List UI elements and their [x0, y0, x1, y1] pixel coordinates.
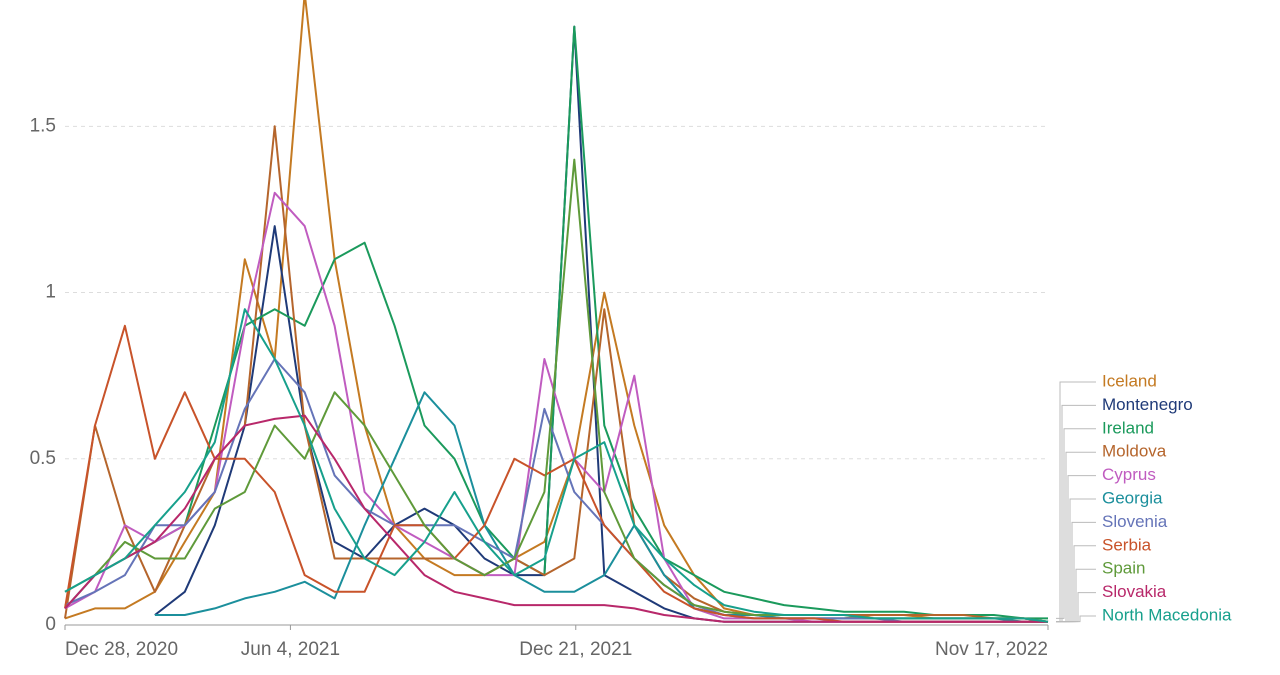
legend-label: Spain	[1102, 559, 1145, 578]
legend-label: Georgia	[1102, 488, 1163, 507]
x-tick-label: Dec 21, 2021	[519, 639, 632, 660]
legend-label: North Macedonia	[1102, 605, 1232, 624]
legend-label: Montenegro	[1102, 395, 1193, 414]
legend-label: Serbia	[1102, 535, 1152, 554]
legend-connector	[1056, 428, 1096, 619]
x-tick-label: Dec 28, 2020	[65, 639, 178, 660]
series-line	[64, 414, 1048, 623]
series-line	[64, 191, 1048, 623]
y-tick-label: 1.5	[30, 115, 56, 136]
legend-label: Slovenia	[1102, 512, 1168, 531]
y-tick-label: 0	[45, 614, 56, 635]
y-tick-label: 0.5	[30, 448, 56, 469]
series-line	[64, 308, 1049, 623]
series-line	[64, 358, 1048, 623]
y-tick-label: 1	[45, 282, 56, 303]
x-tick-label: Jun 4, 2021	[241, 639, 340, 660]
legend-label: Ireland	[1102, 418, 1154, 437]
legend-label: Moldova	[1102, 442, 1167, 461]
series-line	[64, 158, 1049, 623]
legend-label: Iceland	[1102, 371, 1157, 390]
legend-connector	[1056, 615, 1096, 623]
legend-label: Cyprus	[1102, 465, 1156, 484]
series-line	[64, 125, 1049, 623]
legend-label: Slovakia	[1102, 582, 1167, 601]
x-tick-label: Nov 17, 2022	[935, 639, 1048, 660]
